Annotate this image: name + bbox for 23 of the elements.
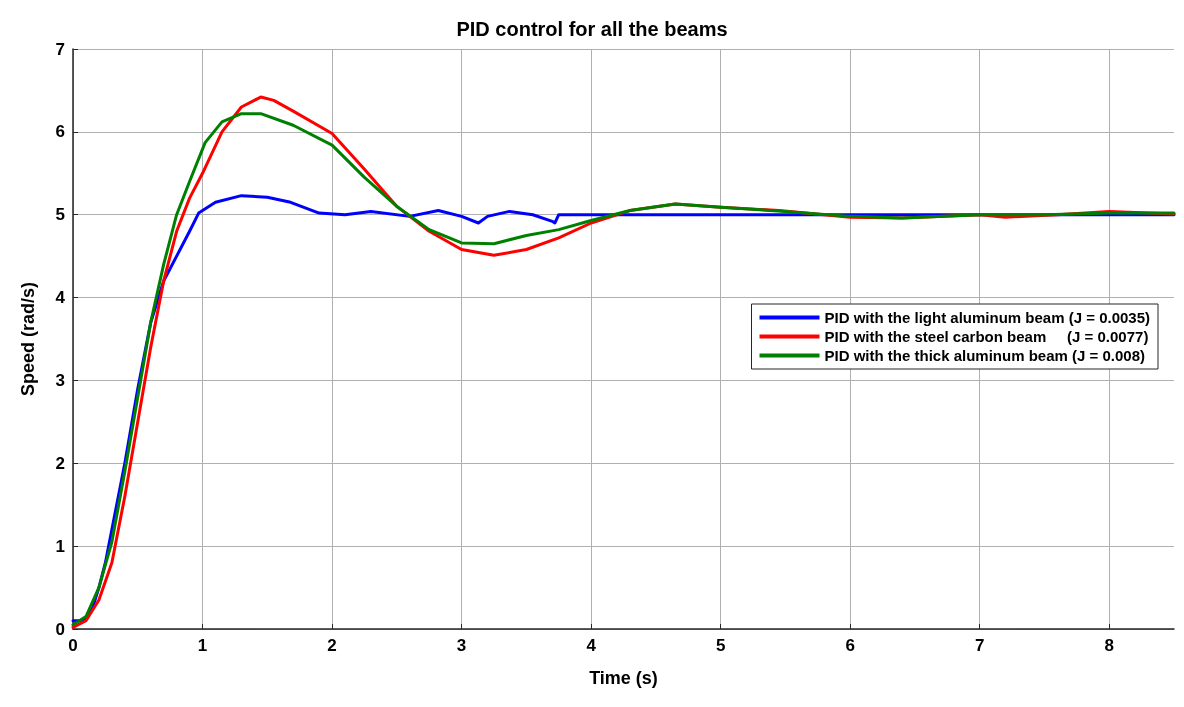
y-tick-label: 4 — [55, 288, 66, 308]
y-tick-label: 2 — [55, 453, 65, 473]
x-tick-label: 7 — [974, 636, 985, 655]
x-tick-label: 3 — [456, 636, 467, 655]
legend-label: PID with the light aluminum beam (J = 0.0035) — [824, 309, 1151, 326]
x-tick-label: 0 — [68, 636, 78, 655]
x-tick-label: 4 — [586, 636, 597, 655]
y-tick-label: 3 — [55, 370, 65, 390]
y-axis-title: Speed (rad/s) — [18, 281, 38, 397]
y-tick-label: 7 — [55, 39, 65, 59]
legend-label: PID with the steel carbon beam (J = 0.0077) — [824, 328, 1149, 345]
x-axis-title: Time (s) — [589, 668, 658, 688]
y-tick-label: 6 — [55, 122, 65, 142]
x-tick-label: 6 — [845, 636, 855, 655]
x-tick-label: 2 — [327, 636, 337, 655]
x-tick-label: 1 — [197, 636, 208, 655]
y-tick-label: 5 — [55, 205, 65, 225]
x-tick-label: 8 — [1104, 636, 1114, 655]
y-tick-label: 0 — [55, 619, 65, 639]
x-tick-label: 5 — [715, 636, 726, 655]
chart-title: PID control for all the beams — [456, 18, 728, 40]
y-tick-label: 1 — [55, 536, 65, 556]
legend-label: PID with the thick aluminum beam (J = 0.008) — [824, 347, 1146, 364]
